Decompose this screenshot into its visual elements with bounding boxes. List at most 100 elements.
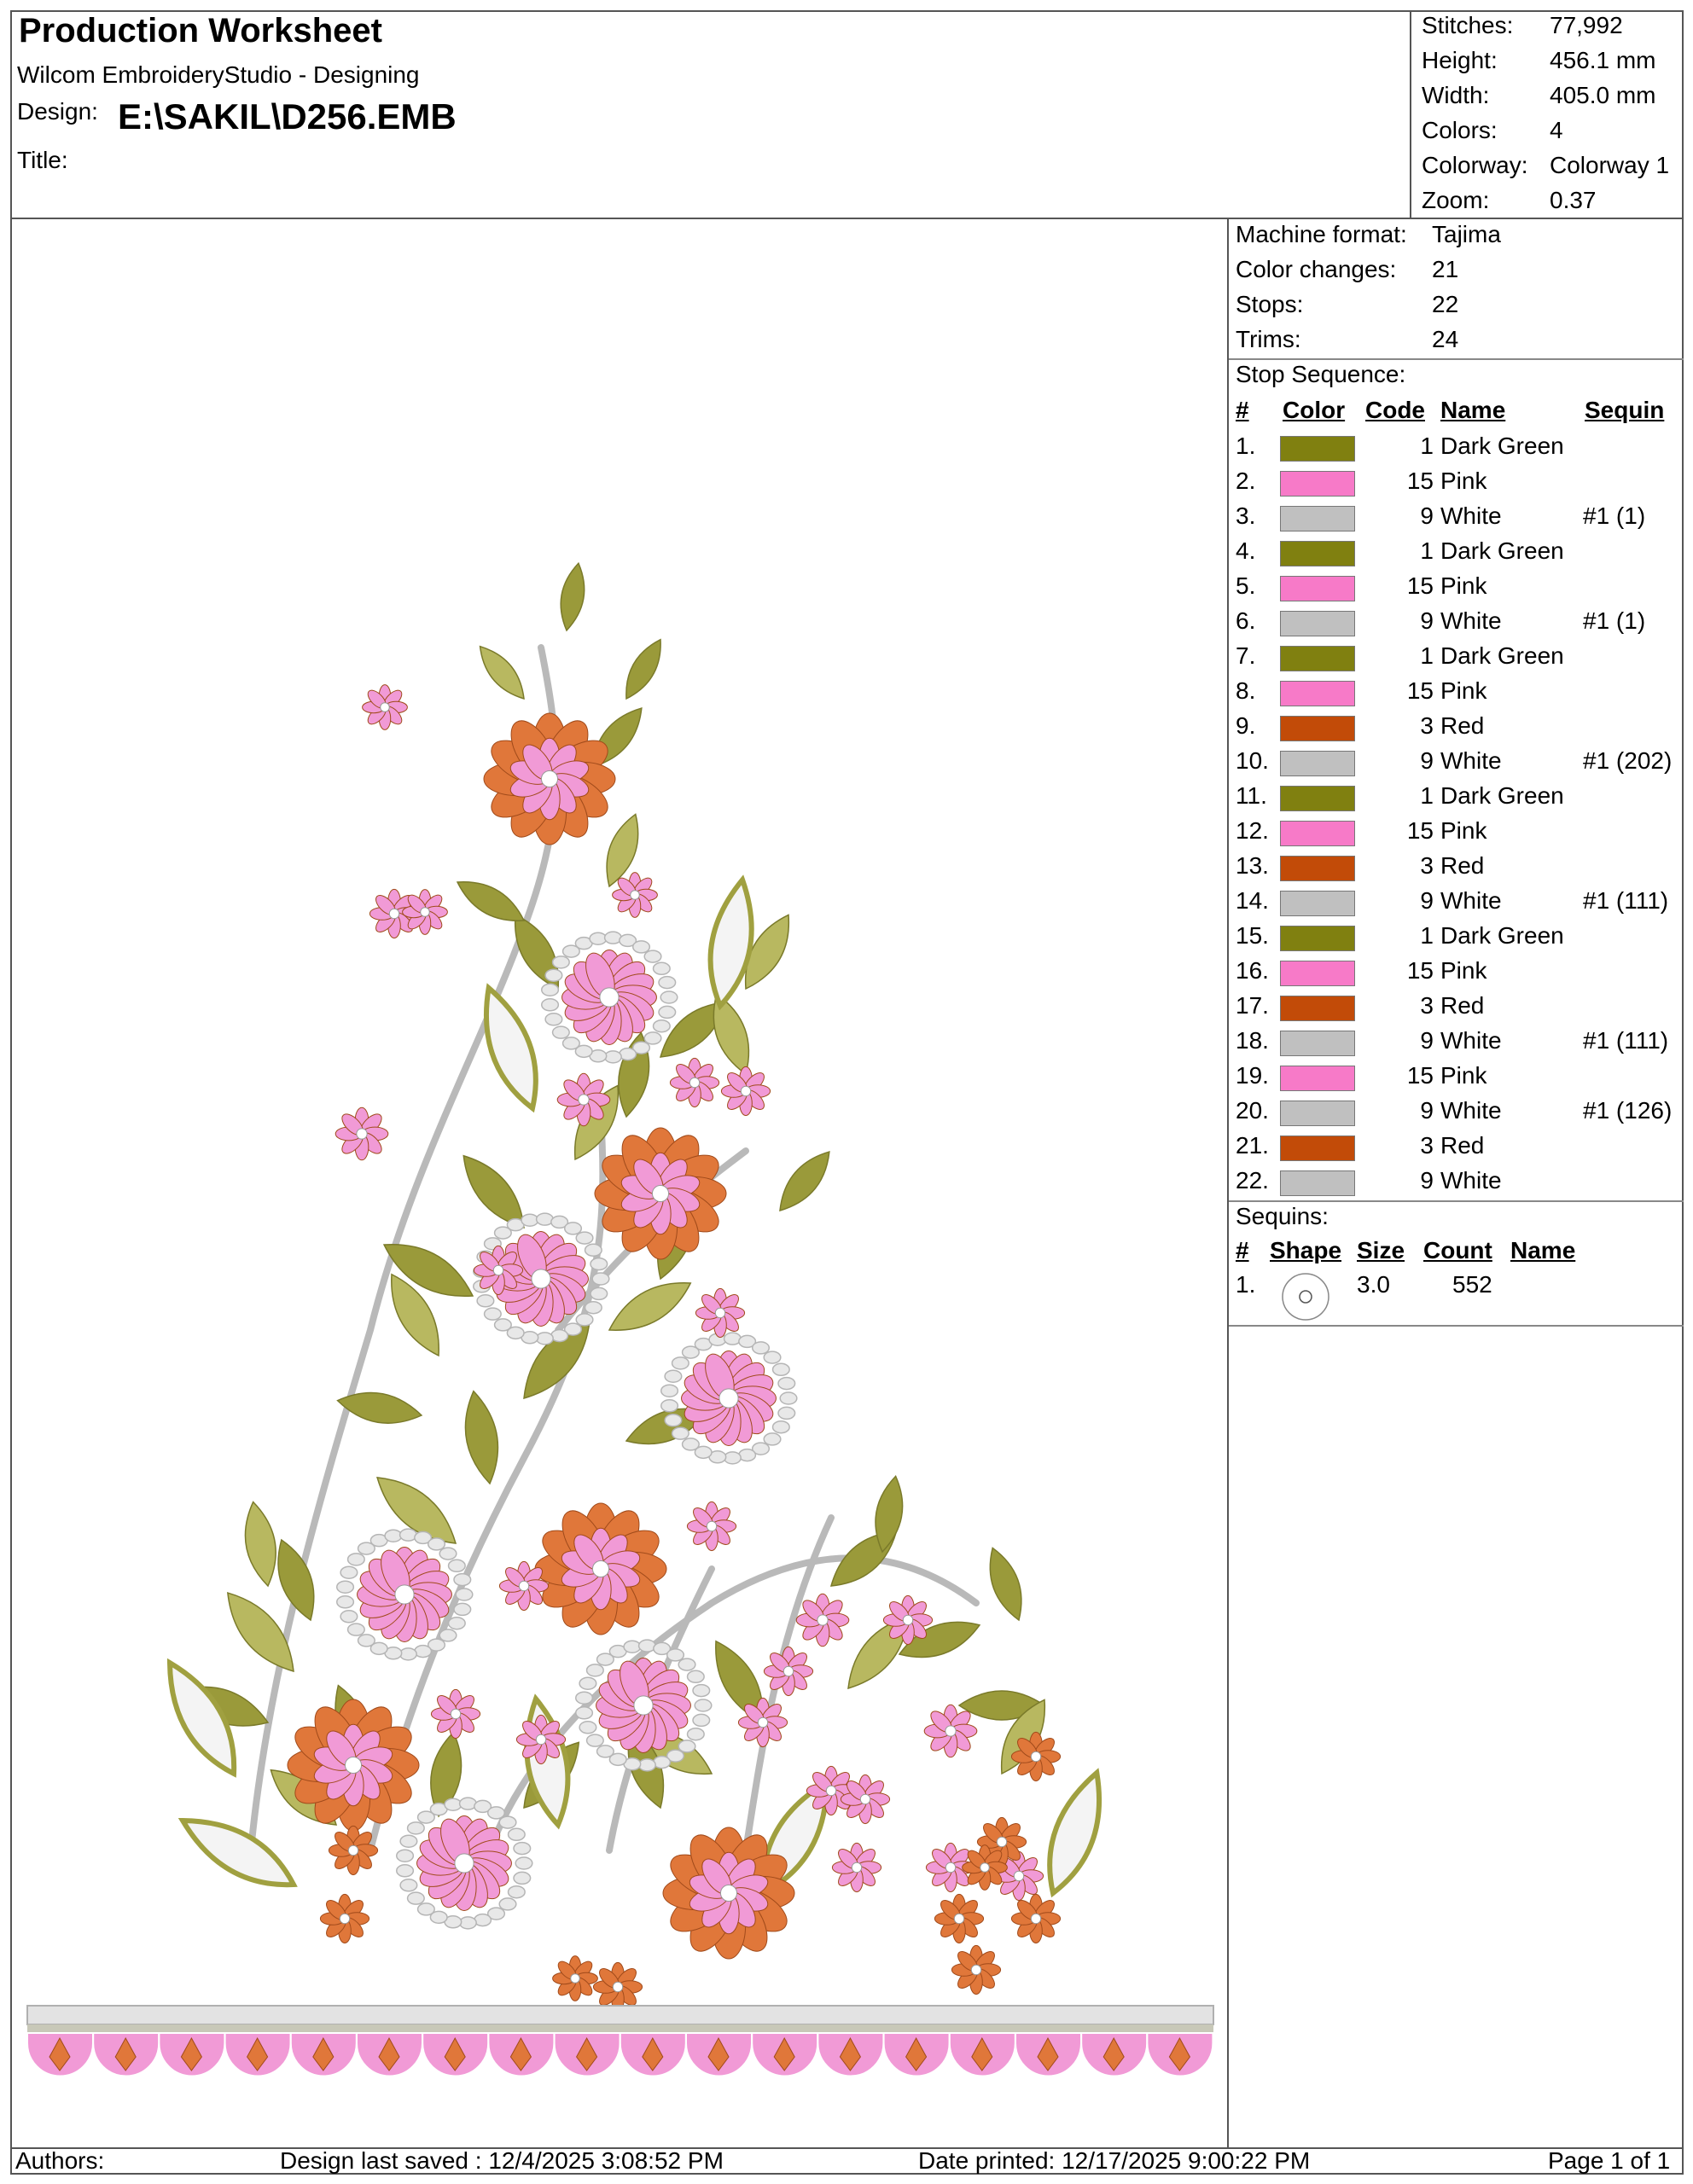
stop-sequence-row: 10. 9 White #1 (202) [1229,747,1684,782]
wreath-flower-bead [414,1531,433,1545]
sequin-ref: #1 (202) [1583,747,1673,774]
stop-sequence-row: 8. 15 Pink [1229,677,1684,712]
pink-flower-center [492,1264,504,1276]
page-number: Page 1 of 1 [1548,2147,1671,2174]
thread-code: 9 [1420,747,1434,774]
stop-sequence-row: 22. 9 White [1229,1167,1684,1202]
pink-flower-center [714,1307,726,1319]
wreath-flower-bead [439,1629,457,1642]
pink-flower-center [450,1708,462,1720]
wreath-flower-bead [541,983,560,996]
wreath-flower-bead [619,1047,637,1061]
thread-name: Dark Green [1440,782,1564,809]
scallop-motif [247,2036,269,2071]
stop-sequence-row: 16. 15 Pink [1229,957,1684,992]
leaf [463,1154,525,1229]
title-label: Title: [17,147,68,173]
wreath-flower-bead [591,1272,610,1286]
wreath-flower-bead [340,1565,358,1579]
wreath-flower-bead [590,1287,608,1301]
wreath-flower-bead [535,1212,554,1226]
wreath-flower-bead [513,1841,532,1856]
stop-number: 12. [1236,817,1269,844]
leaf [244,1501,276,1588]
orange-small-flower-center [996,1836,1008,1848]
sequin-ref: #1 (1) [1583,502,1646,529]
pink-flower-center [630,890,640,900]
wreath-flower-bead [551,956,570,969]
stop-number: 10. [1236,747,1269,774]
stop-number: 16. [1236,957,1269,984]
color-swatch [1280,576,1355,601]
thread-code: 3 [1420,1132,1434,1159]
wreath-flower-bead [416,1810,435,1824]
leaf [226,1592,294,1673]
stop-number: 19. [1236,1062,1269,1089]
wreath-flower-bead [513,1871,532,1885]
wreath-flower-bead [664,1414,683,1427]
design-last-saved: Design last saved : 12/4/2025 3:08:52 PM [280,2147,724,2174]
scallop-motif [905,2036,928,2071]
border-band [26,2005,1214,2025]
embroidery-design-preview [26,561,1214,2077]
worksheet-frame [10,10,1684,2175]
outline-leaf [177,1817,298,1888]
wreath-flower-bead [544,1013,563,1026]
wreath-flower-bead [751,1341,771,1355]
wreath-flower-bead [399,1834,418,1848]
machine-format: Machine format: Tajima [1236,221,1501,247]
leaf [382,1243,474,1298]
thread-code: 3 [1420,992,1434,1019]
stop-number: 15. [1236,922,1269,949]
stop-sequence-row: 19. 15 Pink [1229,1062,1684,1097]
wreath-flower-bead [447,1616,466,1630]
wreath-flower-bead [396,1849,415,1862]
wreath-flower-bead [506,1326,525,1340]
color-swatch [1280,961,1355,986]
wreath-flower-bead [596,1745,614,1758]
wreath-flower-bead [596,1653,614,1666]
wreath-flower-bead [771,1362,790,1377]
stem [367,1113,607,1854]
scallop-motif [444,2036,466,2071]
wreath-flower-bead [585,1664,604,1677]
scallop-motif [1102,2036,1125,2071]
scallop-motif [114,2036,137,2071]
wreath-flower-bead [603,931,622,944]
sequin-header-count: Count [1423,1237,1492,1263]
wreath-flower-bead [653,1755,672,1769]
orange-flower-inner-center [591,1560,610,1578]
wreath-flower-bead [474,1913,492,1927]
software-name: Wilcom EmbroideryStudio - Designing [17,61,420,88]
wreath-flower-bead [384,1529,403,1542]
wreath-flower-bead [671,1426,689,1440]
wreath-flower-bead [660,1384,679,1397]
color-swatch [1280,1101,1355,1126]
scallop-motif [971,2036,993,2071]
scallop-motif [378,2036,400,2071]
stop-number: 1. [1236,433,1256,459]
color-swatch [1280,751,1355,776]
stop-sequence-row: 17. 3 Red [1229,992,1684,1027]
wreath-flower-bead [584,1243,602,1258]
thread-code: 15 [1406,677,1434,704]
floating-bud-center [420,907,430,917]
wreath-flower-center [633,1695,654,1716]
wreath-flower-bead [507,1885,526,1899]
sequin-ref: #1 (111) [1583,1027,1669,1054]
wreath-flower-bead [444,1798,463,1811]
wreath-flower-bead [406,1891,425,1905]
thread-code: 1 [1420,782,1434,809]
thread-code: 9 [1420,607,1434,634]
thread-code: 15 [1406,817,1434,844]
thread-code: 9 [1420,887,1434,914]
scallop-motif [707,2036,730,2071]
wreath-flower-bead [779,1391,798,1405]
wreath-flower-bead [584,1300,602,1315]
wreath-flower-bead [694,1445,713,1460]
color-swatch [1280,926,1355,951]
worksheet-header [10,10,1684,219]
scallop-motif [1168,2036,1190,2071]
divider [1229,1325,1684,1327]
stop-number: 20. [1236,1097,1269,1124]
